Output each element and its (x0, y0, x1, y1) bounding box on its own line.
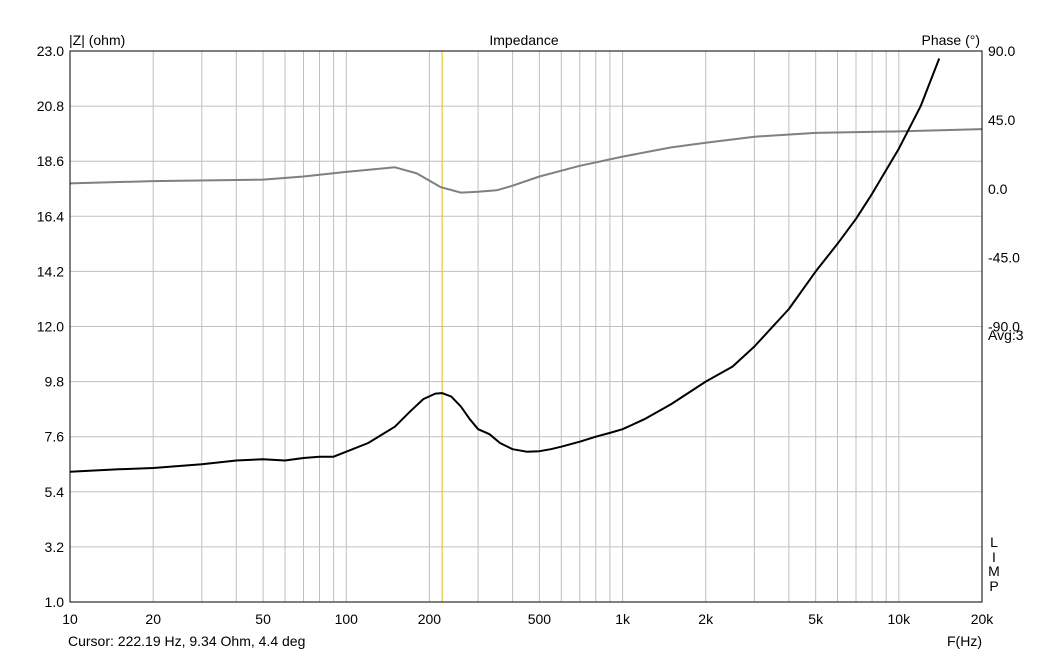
y-right-axis-label: Phase (°) (921, 32, 980, 48)
x-tick-label: 200 (418, 611, 442, 627)
limp-letter-m: M (988, 563, 1000, 579)
y-right-tick-label: 90.0 (988, 43, 1015, 59)
y-left-tick-label: 1.0 (45, 594, 65, 610)
y-left-tick-label: 7.6 (45, 429, 65, 445)
average-count-label: Avg:3 (988, 327, 1024, 343)
x-tick-label: 2k (698, 611, 714, 627)
y-right-tick-label: 45.0 (988, 112, 1015, 128)
y-left-tick-label: 16.4 (37, 208, 64, 224)
y-left-axis-label: |Z| (ohm) (69, 32, 125, 48)
x-tick-labels: 10 20 50 100 200 500 1k 2k 5k 10k 20k (62, 611, 994, 627)
y-left-tick-labels: 23.0 20.8 18.6 16.4 14.2 12.0 9.8 7.6 5.4 3.2 1.0 (37, 43, 64, 610)
impedance-line (70, 58, 941, 473)
x-tick-label: 100 (335, 611, 359, 627)
limp-letter-i: I (992, 548, 996, 565)
y-left-tick-label: 12.0 (37, 319, 64, 335)
y-left-tick-label: 23.0 (37, 43, 64, 59)
x-tick-label: 1k (615, 611, 631, 627)
limp-letter-p: P (989, 577, 999, 594)
y-right-tick-label: 0.0 (988, 181, 1008, 197)
chart-title: Impedance (489, 32, 558, 48)
y-left-tick-label: 9.8 (45, 374, 65, 390)
y-left-tick-label: 20.8 (37, 98, 64, 114)
grid-lines (70, 50, 982, 603)
y-left-tick-label: 3.2 (45, 539, 65, 555)
plot-frame (69, 50, 983, 603)
x-tick-label: 50 (255, 611, 271, 627)
x-tick-label: 10k (888, 611, 912, 627)
y-right-tick-label: -45.0 (988, 250, 1020, 266)
x-tick-label: 20 (145, 611, 161, 627)
y-left-tick-label: 5.4 (45, 484, 65, 500)
x-tick-label: 5k (808, 611, 824, 627)
y-right-tick-labels: 90.0 45.0 0.0 -45.0 -90.0 (988, 43, 1020, 335)
x-tick-label: 500 (528, 611, 552, 627)
x-axis-label: F(Hz) (947, 633, 982, 649)
x-tick-label: 10 (62, 611, 78, 627)
limp-label: L I M P (988, 535, 1000, 593)
y-right-tick-label: -90.0 (988, 319, 1020, 335)
phase-line (70, 128, 982, 194)
cursor-readout: Cursor: 222.19 Hz, 9.34 Ohm, 4.4 deg (68, 633, 306, 649)
y-left-tick-label: 14.2 (37, 263, 64, 279)
x-tick-label: 20k (971, 611, 995, 627)
limp-letter-l: L (990, 534, 998, 550)
y-left-tick-label: 18.6 (37, 153, 64, 169)
